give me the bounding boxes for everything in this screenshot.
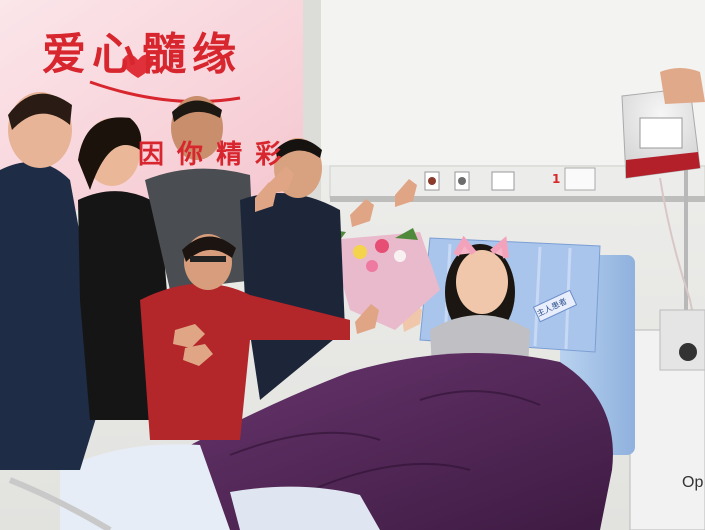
blanket	[130, 353, 613, 530]
gas-outlet-port	[458, 177, 466, 185]
patient-face	[456, 250, 508, 314]
thumbs-up-hands	[173, 166, 417, 366]
flower	[366, 260, 378, 272]
bed-rail	[8, 477, 112, 530]
glasses	[190, 256, 226, 262]
call-panel	[564, 167, 596, 191]
iv-pole	[684, 110, 688, 410]
person-hair	[182, 236, 236, 262]
flower	[353, 245, 367, 259]
outlet-number: 1	[552, 172, 561, 186]
person-hair	[78, 117, 142, 190]
heart-decoration	[122, 54, 154, 78]
machine-logo: Op	[682, 474, 704, 491]
blood-bag-fluid	[626, 152, 700, 178]
hand-holding-bag	[660, 68, 705, 104]
machine-knob	[679, 343, 697, 361]
white-sheet	[60, 444, 230, 530]
gas-outlet-port	[428, 177, 436, 185]
flower	[394, 250, 406, 262]
person-man-navy-jacket	[240, 192, 345, 400]
blood-bag-label	[639, 117, 683, 149]
banner-swoosh	[89, 80, 241, 104]
patient-thumb-up	[402, 304, 422, 332]
cat-ear-headband	[453, 235, 509, 259]
power-socket	[491, 171, 515, 191]
flower	[375, 239, 389, 253]
machine-panel	[659, 309, 705, 371]
banner-title: 爱心髓缘	[42, 29, 242, 80]
person-hair	[8, 93, 72, 130]
blanket-folds	[229, 390, 541, 496]
person-woman-red-sweater	[140, 283, 350, 440]
person-hair	[275, 139, 322, 160]
sheet-drape	[230, 486, 380, 530]
bed-tag	[532, 289, 578, 323]
wall-rail	[330, 196, 705, 202]
person-hair	[172, 100, 222, 122]
banner-subtitle: 因 你 精 彩	[138, 140, 284, 170]
